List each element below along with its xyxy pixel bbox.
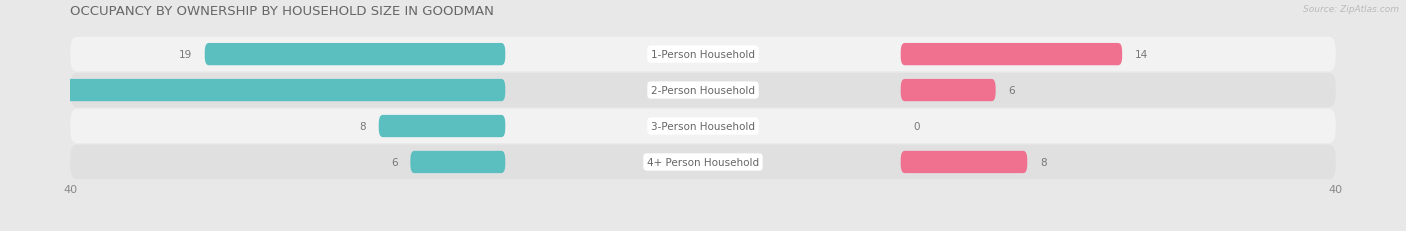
Text: 19: 19 <box>179 50 193 60</box>
FancyBboxPatch shape <box>0 79 505 102</box>
Text: 2-Person Household: 2-Person Household <box>651 86 755 96</box>
FancyBboxPatch shape <box>70 109 1336 144</box>
FancyBboxPatch shape <box>901 44 1122 66</box>
Text: 4+ Person Household: 4+ Person Household <box>647 157 759 167</box>
Text: 8: 8 <box>360 122 366 131</box>
FancyBboxPatch shape <box>70 145 1336 179</box>
FancyBboxPatch shape <box>70 73 1336 108</box>
FancyBboxPatch shape <box>901 151 1028 173</box>
Text: 8: 8 <box>1040 157 1046 167</box>
FancyBboxPatch shape <box>205 44 505 66</box>
Text: 6: 6 <box>391 157 398 167</box>
FancyBboxPatch shape <box>378 115 505 138</box>
Text: 6: 6 <box>1008 86 1015 96</box>
Text: OCCUPANCY BY OWNERSHIP BY HOUSEHOLD SIZE IN GOODMAN: OCCUPANCY BY OWNERSHIP BY HOUSEHOLD SIZE… <box>70 5 494 18</box>
Text: 1-Person Household: 1-Person Household <box>651 50 755 60</box>
Text: 3-Person Household: 3-Person Household <box>651 122 755 131</box>
FancyBboxPatch shape <box>70 38 1336 72</box>
Text: 14: 14 <box>1135 50 1149 60</box>
FancyBboxPatch shape <box>411 151 505 173</box>
Text: 0: 0 <box>914 122 920 131</box>
Text: Source: ZipAtlas.com: Source: ZipAtlas.com <box>1303 5 1399 14</box>
FancyBboxPatch shape <box>901 79 995 102</box>
